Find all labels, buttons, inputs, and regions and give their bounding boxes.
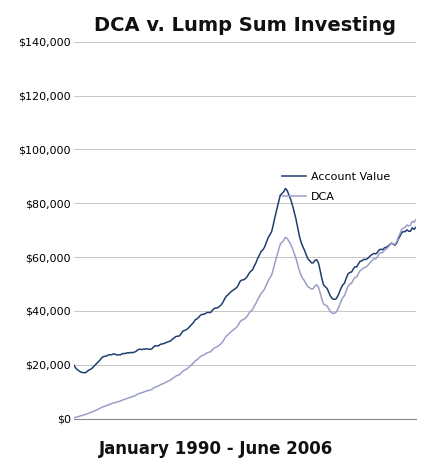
- DCA: [370, 258, 375, 263]
- Legend: Account Value, DCA: Account Value, DCA: [278, 168, 394, 207]
- Text: January 1990 - June 2006: January 1990 - June 2006: [100, 440, 333, 458]
- DCA: [95, 406, 100, 412]
- Account Value: [118, 352, 123, 358]
- DCA: [286, 239, 291, 244]
- DCA: [413, 217, 418, 223]
- Account Value: [283, 186, 288, 191]
- Line: DCA: DCA: [74, 220, 416, 418]
- Account Value: [413, 225, 418, 230]
- DCA: [389, 240, 394, 246]
- DCA: [116, 399, 121, 405]
- Account Value: [373, 251, 378, 257]
- Account Value: [290, 202, 295, 208]
- Account Value: [330, 296, 335, 301]
- DCA: [326, 306, 331, 312]
- Account Value: [71, 362, 76, 367]
- Account Value: [97, 358, 102, 363]
- DCA: [71, 415, 76, 421]
- Account Value: [392, 243, 397, 248]
- Line: Account Value: Account Value: [74, 188, 416, 373]
- Title: DCA v. Lump Sum Investing: DCA v. Lump Sum Investing: [94, 16, 396, 35]
- Account Value: [81, 370, 87, 376]
